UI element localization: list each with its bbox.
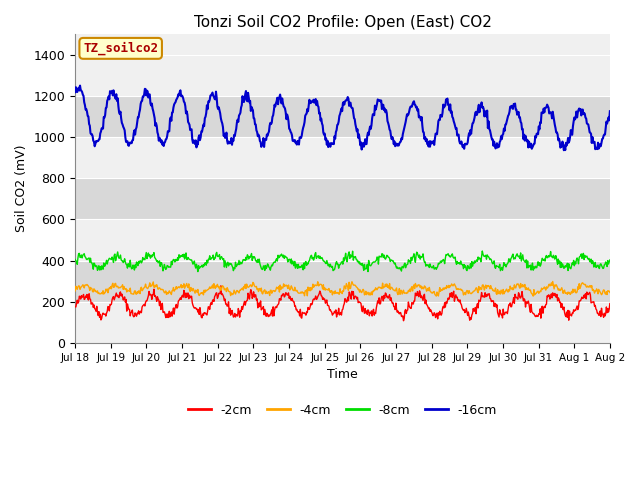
Bar	[75, 219, 610, 261]
Bar	[75, 261, 610, 302]
Bar	[75, 55, 610, 96]
Y-axis label: Soil CO2 (mV): Soil CO2 (mV)	[15, 145, 28, 232]
Bar	[75, 302, 610, 343]
Bar	[75, 178, 610, 219]
Title: Tonzi Soil CO2 Profile: Open (East) CO2: Tonzi Soil CO2 Profile: Open (East) CO2	[193, 15, 492, 30]
X-axis label: Time: Time	[327, 368, 358, 381]
Text: TZ_soilco2: TZ_soilco2	[83, 42, 158, 55]
Legend: -2cm, -4cm, -8cm, -16cm: -2cm, -4cm, -8cm, -16cm	[183, 399, 502, 422]
Bar	[75, 137, 610, 178]
Bar	[75, 96, 610, 137]
